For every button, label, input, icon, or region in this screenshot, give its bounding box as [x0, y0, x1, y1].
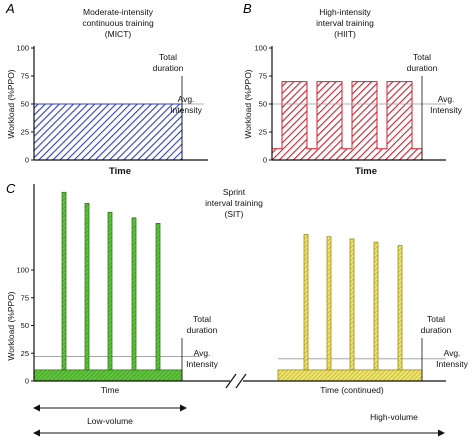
panel-c-right-sprint-bar	[326, 236, 332, 371]
panel-c-title-line2: interval training	[205, 198, 263, 208]
panel-c-axis-break	[225, 373, 247, 389]
panel-c-sit: C Sprint interval training (SIT) Workloa…	[6, 181, 469, 437]
panel-c-left-total-line2: duration	[187, 325, 218, 335]
panel-a-ytick-label: 0	[25, 156, 29, 165]
panel-b-ytick-label: 25	[259, 128, 267, 137]
panel-b-letter: B	[243, 1, 252, 16]
panel-a-ytick-label: 75	[21, 72, 29, 81]
low-volume-label: Low-volume	[87, 416, 133, 426]
high-volume-label: High-volume	[370, 412, 418, 422]
panel-a-xlabel: Time	[109, 166, 131, 177]
panel-c-right-total-line2: duration	[421, 325, 452, 335]
panel-b-avg-line1: Avg.	[438, 94, 455, 104]
panel-c-xlabel-left: Time	[101, 385, 120, 395]
panel-b-avg-line2: Intensity	[430, 105, 462, 115]
panel-c-right-sprint-bar	[397, 245, 403, 371]
panel-c-left-sprint-bar	[155, 222, 161, 371]
panel-c-right-sprints	[303, 234, 403, 371]
panel-c-left-avg-line2: Intensity	[186, 359, 218, 369]
panel-c-right-avg-line2: Intensity	[436, 359, 468, 369]
panel-b-ytick-label: 100	[254, 44, 267, 53]
panel-a-avg-line2: Intensity	[170, 105, 202, 115]
panel-c-left-avg-line1: Avg.	[194, 348, 211, 358]
panel-c-ylabel: Workload (%PPO)	[6, 291, 16, 360]
axis-break-mark-1	[225, 373, 237, 389]
panel-a-ytick-label: 50	[21, 100, 29, 109]
panel-a-ytick-label: 25	[21, 128, 29, 137]
panel-c-ytick-label: 25	[21, 349, 29, 358]
panel-a-title-line3: (MICT)	[105, 29, 132, 39]
panel-c-title-line3: (SIT)	[225, 209, 244, 219]
panel-b-total-line2: duration	[407, 63, 438, 73]
panel-b-ytick-label: 50	[259, 100, 267, 109]
panel-a-workload-block	[33, 103, 183, 161]
panel-a-title-line2: continuous training	[82, 18, 154, 28]
panel-b-interval-profile	[271, 81, 423, 161]
panel-a-avg-line1: Avg.	[178, 94, 195, 104]
panel-c-left-sprint-bar	[61, 191, 67, 371]
panel-c-ytick-label: 100	[16, 266, 29, 275]
panel-c-left-total-line1: Total	[193, 314, 211, 324]
panel-c-letter: C	[6, 181, 16, 196]
panel-c-right-sprint-bar	[349, 238, 355, 371]
panel-c-left-sprint-bar	[107, 211, 113, 371]
panel-c-xlabel-right: Time (continued)	[320, 385, 384, 395]
panel-b-title-line2: interval training	[316, 18, 374, 28]
axis-break-mark-2	[235, 373, 247, 389]
panel-c-right-base-block	[277, 369, 423, 382]
panel-b-title-line3: (HIIT)	[334, 29, 356, 39]
panel-a-letter: A	[5, 1, 15, 16]
panel-c-y-ticks: 0 25 50 75 100	[16, 266, 34, 386]
panel-a-ylabel: Workload (%PPO)	[6, 69, 16, 138]
panel-a-title-line1: Moderate-intensity	[83, 7, 154, 17]
panel-c-left-sprint-bar	[131, 217, 137, 371]
panel-c-left-sprint-bar	[84, 202, 90, 371]
panel-c-right-sprint-bar	[373, 241, 379, 371]
panel-a-ytick-label: 100	[16, 44, 29, 53]
panel-b-ytick-label: 75	[259, 72, 267, 81]
panel-c-left-base-block	[33, 369, 183, 382]
panel-b-y-ticks: 0 25 50 75 100	[254, 44, 272, 165]
panel-a-mict: A Moderate-intensity continuous training…	[5, 1, 208, 177]
panel-c-ytick-label: 50	[21, 321, 29, 330]
panel-a-total-line1: Total	[159, 52, 177, 62]
panel-c-ytick-label: 0	[25, 377, 29, 386]
panel-a-total-line2: duration	[153, 63, 184, 73]
panel-c-right-avg-line1: Avg.	[444, 348, 461, 358]
panel-b-ytick-label: 0	[263, 156, 267, 165]
panel-c-title-line1: Sprint	[223, 187, 246, 197]
panel-b-total-line1: Total	[413, 52, 431, 62]
panel-b-hiit: B High-intensity interval training (HIIT…	[243, 1, 463, 177]
panel-c-right-total-line1: Total	[427, 314, 445, 324]
panel-a-y-ticks: 0 25 50 75 100	[16, 44, 34, 165]
panel-c-ytick-label: 75	[21, 293, 29, 302]
panel-b-xlabel: Time	[355, 166, 377, 177]
panel-b-ylabel: Workload (%PPO)	[243, 69, 253, 138]
panel-c-left-sprints	[61, 191, 161, 371]
panel-c-right-sprint-bar	[303, 234, 309, 371]
panel-b-title-line1: High-intensity	[319, 7, 371, 17]
